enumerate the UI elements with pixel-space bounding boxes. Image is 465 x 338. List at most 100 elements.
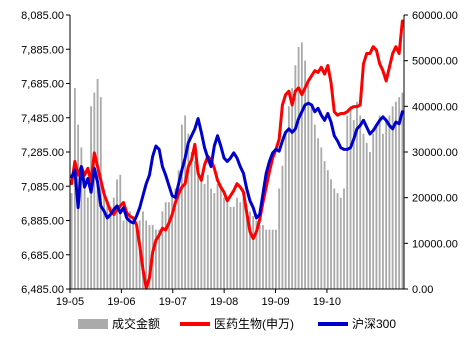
volume-bar [164,202,167,289]
volume-bar [278,188,281,289]
left-tick-label: 8,085.00 [21,10,64,22]
volume-bar [310,106,313,289]
volume-bar [135,229,138,289]
volume-bar [184,115,187,289]
volume-bar [330,179,332,289]
volume-bar [210,188,212,289]
volume-bar [323,161,326,289]
volume-bar [394,101,397,290]
left-tick-label: 6,885.00 [21,216,64,228]
volume-bar [193,161,196,289]
volume-bar [99,97,102,289]
volume-bar [132,225,135,289]
volume-bar [83,174,86,289]
volume-bar [174,188,177,289]
volume-bar [148,225,151,289]
volume-bar [145,220,148,289]
volume-bar [142,211,144,289]
volume-bar [171,193,174,289]
volume-bar [219,188,222,289]
volume-bar [213,193,216,289]
volume-bar [122,220,125,289]
right-tick-label: 10000.00 [412,238,458,250]
volume-bar [385,120,388,289]
volume-bar [362,133,365,289]
volume-bar [197,170,199,289]
volume-bar [236,197,238,289]
x-tick-label: 19-10 [313,296,341,308]
csi300-line [70,101,404,225]
x-tick-label: 19-06 [107,296,135,308]
volume-bar [167,202,170,289]
legend: 成交金额 医药生物(申万) 沪深300 [78,316,396,331]
volume-bar [313,124,316,289]
volume-bar [339,197,342,289]
volume-bar [262,225,264,289]
price-lines [70,19,404,290]
volume-bar [180,124,183,289]
volume-bar [271,229,274,289]
volume-bars [70,42,404,290]
volume-bar [326,170,329,289]
volume-bar [356,101,358,290]
volume-bar [343,188,345,289]
volume-bar [203,183,206,289]
pharma-index-line [70,19,404,290]
volume-bar [382,133,384,289]
volume-bar [300,42,303,290]
x-tick-label: 19-07 [159,296,187,308]
volume-bar [242,197,245,289]
x-tick-label: 19-08 [210,296,238,308]
volume-bar [161,211,164,289]
volume-bar [177,170,180,289]
right-tick-label: 20000.00 [412,193,458,205]
legend-label: 成交金额 [112,316,160,331]
volume-bar [378,115,381,289]
volume-bar [255,220,258,289]
volume-bar [307,83,310,289]
volume-bar [391,106,394,289]
volume-bar [365,142,368,289]
volume-bar [304,60,307,289]
volume-bar [265,229,268,289]
volume-bar [216,183,219,289]
left-tick-label: 7,685.00 [21,79,64,91]
volume-bar [226,202,229,289]
volume-bar [281,165,284,289]
legend-swatch-volume [78,319,108,329]
left-tick-label: 6,485.00 [21,284,64,296]
left-tick-label: 6,685.00 [21,250,64,262]
volume-bar [80,147,83,289]
volume-bar [125,215,128,289]
volume-bar [352,120,355,289]
left-tick-label: 7,085.00 [21,181,64,193]
volume-bar [90,106,92,289]
volume-bar [112,197,115,289]
legend-label: 医药生物(申万) [214,317,294,331]
volume-bar [275,229,277,289]
right-tick-label: 60000.00 [412,10,458,22]
volume-bar [336,193,339,289]
volume-bar [245,211,248,289]
volume-bar [229,206,232,289]
volume-bar [93,92,96,289]
volume-bar [333,188,336,289]
volume-bar [359,115,362,289]
right-tick-label: 0.00 [412,284,433,296]
volume-bar [317,138,319,289]
volume-bar [294,65,297,289]
volume-bar [349,106,352,289]
volume-bar [375,124,378,289]
volume-bar [158,229,161,289]
volume-bar [187,133,190,289]
volume-bar [239,202,242,289]
right-tick-label: 40000.00 [412,101,458,113]
axes: 6,485.00 6,685.00 6,885.00 7,085.00 7,285.00… [21,10,458,308]
volume-bar [86,197,89,289]
x-tick-label: 19-05 [56,296,84,308]
volume-bar [284,133,287,289]
volume-bar [287,106,290,289]
right-tick-label: 50000.00 [412,56,458,68]
volume-bar [223,197,225,289]
